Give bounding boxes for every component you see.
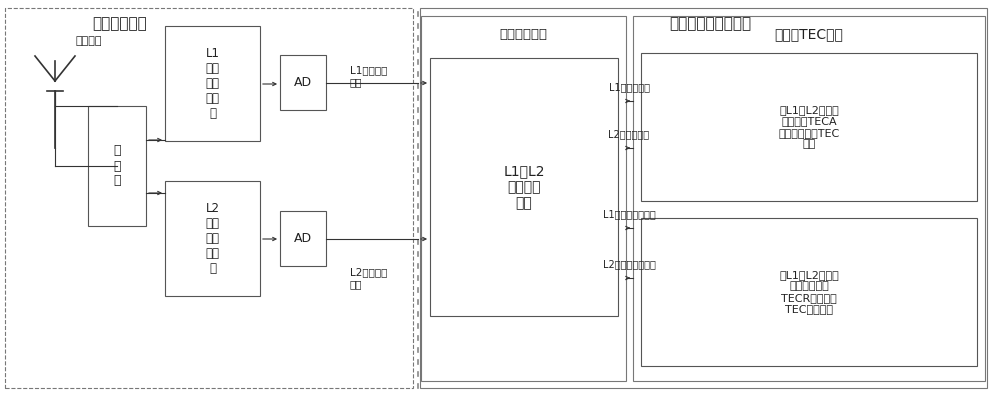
- Text: 功
分
器: 功 分 器: [113, 145, 121, 187]
- Text: AD: AD: [294, 76, 312, 89]
- Text: L2伪距观测值: L2伪距观测值: [608, 129, 650, 139]
- Text: L1与L2
信号跟踪
处理: L1与L2 信号跟踪 处理: [503, 164, 545, 210]
- Text: AD: AD: [294, 232, 312, 245]
- Bar: [165, 26, 260, 141]
- Text: 信号跟踪处理: 信号跟踪处理: [500, 27, 548, 40]
- Bar: [165, 181, 260, 296]
- Text: L2载波相位观测值: L2载波相位观测值: [603, 259, 655, 269]
- Text: L2数字中频
信号: L2数字中频 信号: [350, 267, 387, 289]
- Bar: [421, 16, 626, 381]
- Text: L1载波相位观测值: L1载波相位观测值: [603, 209, 655, 219]
- Bar: [88, 106, 146, 226]
- Text: 双频天线: 双频天线: [75, 36, 102, 46]
- Bar: [641, 53, 977, 201]
- Text: 射频信号处理: 射频信号处理: [93, 17, 147, 32]
- Bar: [641, 218, 977, 366]
- Text: 基带信号与信息处理: 基带信号与信息处理: [669, 17, 751, 32]
- Text: 由L1和L2载波相
位观测值解算
TECR（电离层
TEC变化值）: 由L1和L2载波相 位观测值解算 TECR（电离层 TEC变化值）: [779, 270, 839, 314]
- Text: 由L1和L2伪距观
测值解算TECA
（电离层绝对TEC
值）: 由L1和L2伪距观 测值解算TECA （电离层绝对TEC 值）: [778, 105, 840, 149]
- Bar: [5, 8, 413, 388]
- Bar: [633, 16, 985, 381]
- Text: L1
滤波
放大
下变
频: L1 滤波 放大 下变 频: [206, 47, 220, 120]
- Bar: [430, 58, 618, 316]
- Bar: [420, 8, 987, 388]
- Bar: [280, 55, 326, 110]
- Text: L1伪距观测值: L1伪距观测值: [608, 82, 650, 92]
- Text: 电离层TEC解算: 电离层TEC解算: [775, 27, 843, 41]
- Bar: [280, 211, 326, 266]
- Text: L2
滤波
放大
下变
频: L2 滤波 放大 下变 频: [206, 202, 220, 275]
- Text: L1数字中频
信号: L1数字中频 信号: [350, 65, 387, 87]
